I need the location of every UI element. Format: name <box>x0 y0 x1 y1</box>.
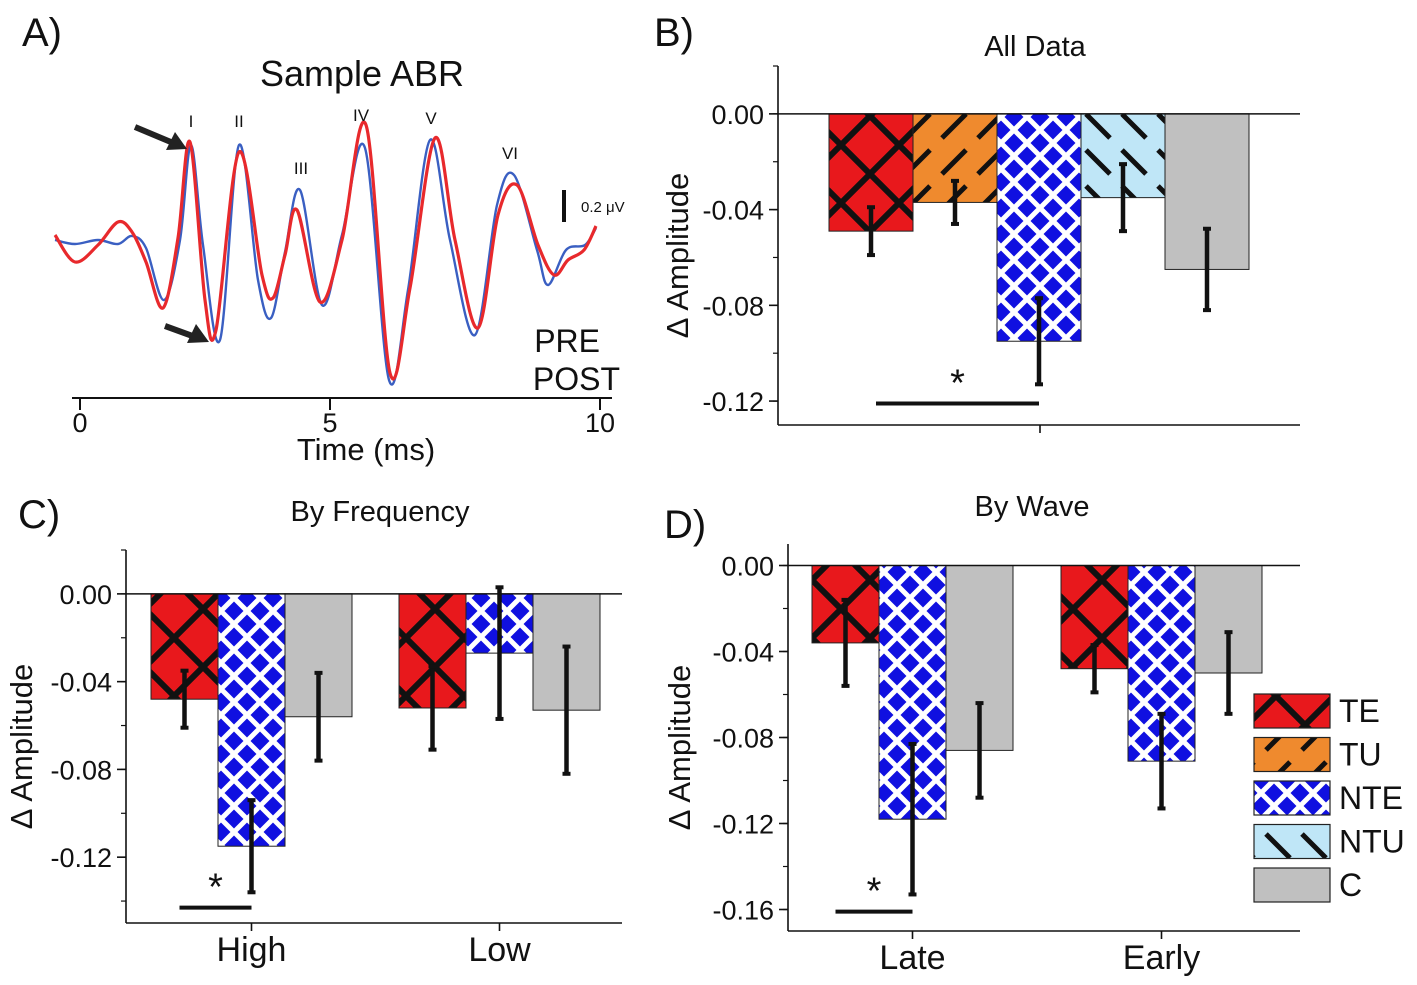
legend-label-te: TE <box>1339 693 1380 729</box>
panel-d-bar-chart: 0.00 -0.04 -0.08 -0.12 -0.16 Δ Amplitude Late E… <box>662 544 1300 977</box>
y-tick-label: 0.00 <box>721 552 774 582</box>
abr-x-ticks: 0 5 10 <box>72 398 615 438</box>
legend-swatch-ntu <box>1253 823 1331 860</box>
abr-x-axis-label: Time (ms) <box>297 432 435 467</box>
y-tick-label: 0.00 <box>59 580 112 610</box>
y-tick-label: -0.04 <box>50 668 112 698</box>
y-axis-label: Δ Amplitude <box>660 173 695 338</box>
panel-c-title: By Frequency <box>291 496 470 528</box>
abr-trace-post <box>53 120 598 381</box>
x-category-high: High <box>217 931 287 969</box>
panel-b-bar-chart: 0.00 -0.04 -0.08 -0.12 Δ Amplitude * <box>660 65 1300 433</box>
y-axis-label: Δ Amplitude <box>4 664 39 829</box>
significance-star: * <box>950 362 965 404</box>
y-tick-label: 0.00 <box>711 100 764 130</box>
arrow-bottom-head-icon <box>187 324 209 343</box>
panel-d-by-wave: D) By Wave 0.00 -0.04 -0.08 -0.12 -0.16 Δ Amp… <box>662 491 1300 977</box>
legend: TE TU NTE NTU C <box>1253 693 1405 903</box>
y-tick-label: -0.12 <box>702 387 764 417</box>
arrow-top-head-icon <box>166 132 187 150</box>
y-tick-label: -0.08 <box>702 291 764 321</box>
abr-traces <box>53 120 598 386</box>
panel-a-label: A) <box>22 11 62 55</box>
y-tick-label: -0.12 <box>712 810 774 840</box>
panel-c-by-frequency: C) By Frequency 0.00 -0.04 -0.08 -0.12 Δ Amp… <box>4 493 622 969</box>
legend-label-c: C <box>1339 867 1362 903</box>
legend-label-tu: TU <box>1339 737 1382 773</box>
abr-legend: PRE POST <box>533 323 620 397</box>
peak-arrows <box>133 124 209 343</box>
scale-bar-label: 0.2 μV <box>581 199 625 216</box>
legend-label-nte: NTE <box>1339 780 1403 816</box>
abr-x-tick-label: 5 <box>322 408 337 438</box>
significance-star: * <box>867 871 882 913</box>
x-category-low: Low <box>468 931 531 969</box>
legend-pre: PRE <box>534 323 600 359</box>
legend-swatch-te <box>1253 693 1331 729</box>
y-tick-label: -0.16 <box>712 896 774 926</box>
panel-b-title: All Data <box>984 31 1086 63</box>
y-tick-label: -0.04 <box>702 196 764 226</box>
abr-trace-pre <box>54 138 598 386</box>
x-category-late: Late <box>879 939 945 977</box>
x-category-early: Early <box>1123 939 1200 977</box>
legend-swatch-tu <box>1253 736 1331 773</box>
wave-label-ii: II <box>234 112 243 131</box>
panel-c-label: C) <box>18 493 60 537</box>
scale-bar: 0.2 μV <box>562 190 625 222</box>
wave-label-i: I <box>189 112 194 131</box>
wave-label-v: V <box>425 109 437 128</box>
legend-post: POST <box>533 361 620 397</box>
legend-swatch-nte <box>1253 780 1331 816</box>
abr-x-tick-label: 10 <box>585 408 615 438</box>
y-axis-label: Δ Amplitude <box>662 665 697 830</box>
wave-label-iii: III <box>294 159 308 178</box>
wave-label-vi: VI <box>502 144 518 163</box>
y-tick-label: -0.12 <box>50 843 112 873</box>
wave-label-iv: IV <box>353 106 370 125</box>
y-tick-label: -0.04 <box>712 638 774 668</box>
panel-d-label: D) <box>664 503 706 547</box>
significance-star: * <box>208 867 223 909</box>
y-tick-label: -0.08 <box>712 724 774 754</box>
panel-b-label: B) <box>654 11 694 55</box>
panel-b-all-data: B) All Data 0.00 -0.04 -0.08 -0.12 Δ Amplitu… <box>654 11 1300 433</box>
legend-swatch-c <box>1253 867 1331 903</box>
abr-title: Sample ABR <box>260 53 464 94</box>
panel-c-bar-chart: 0.00 -0.04 -0.08 -0.12 Δ Amplitude High Low * <box>4 549 622 969</box>
abr-x-tick-label: 0 <box>72 408 87 438</box>
y-tick-label: -0.08 <box>50 755 112 785</box>
legend-label-ntu: NTU <box>1339 824 1405 860</box>
panel-d-title: By Wave <box>975 491 1090 523</box>
